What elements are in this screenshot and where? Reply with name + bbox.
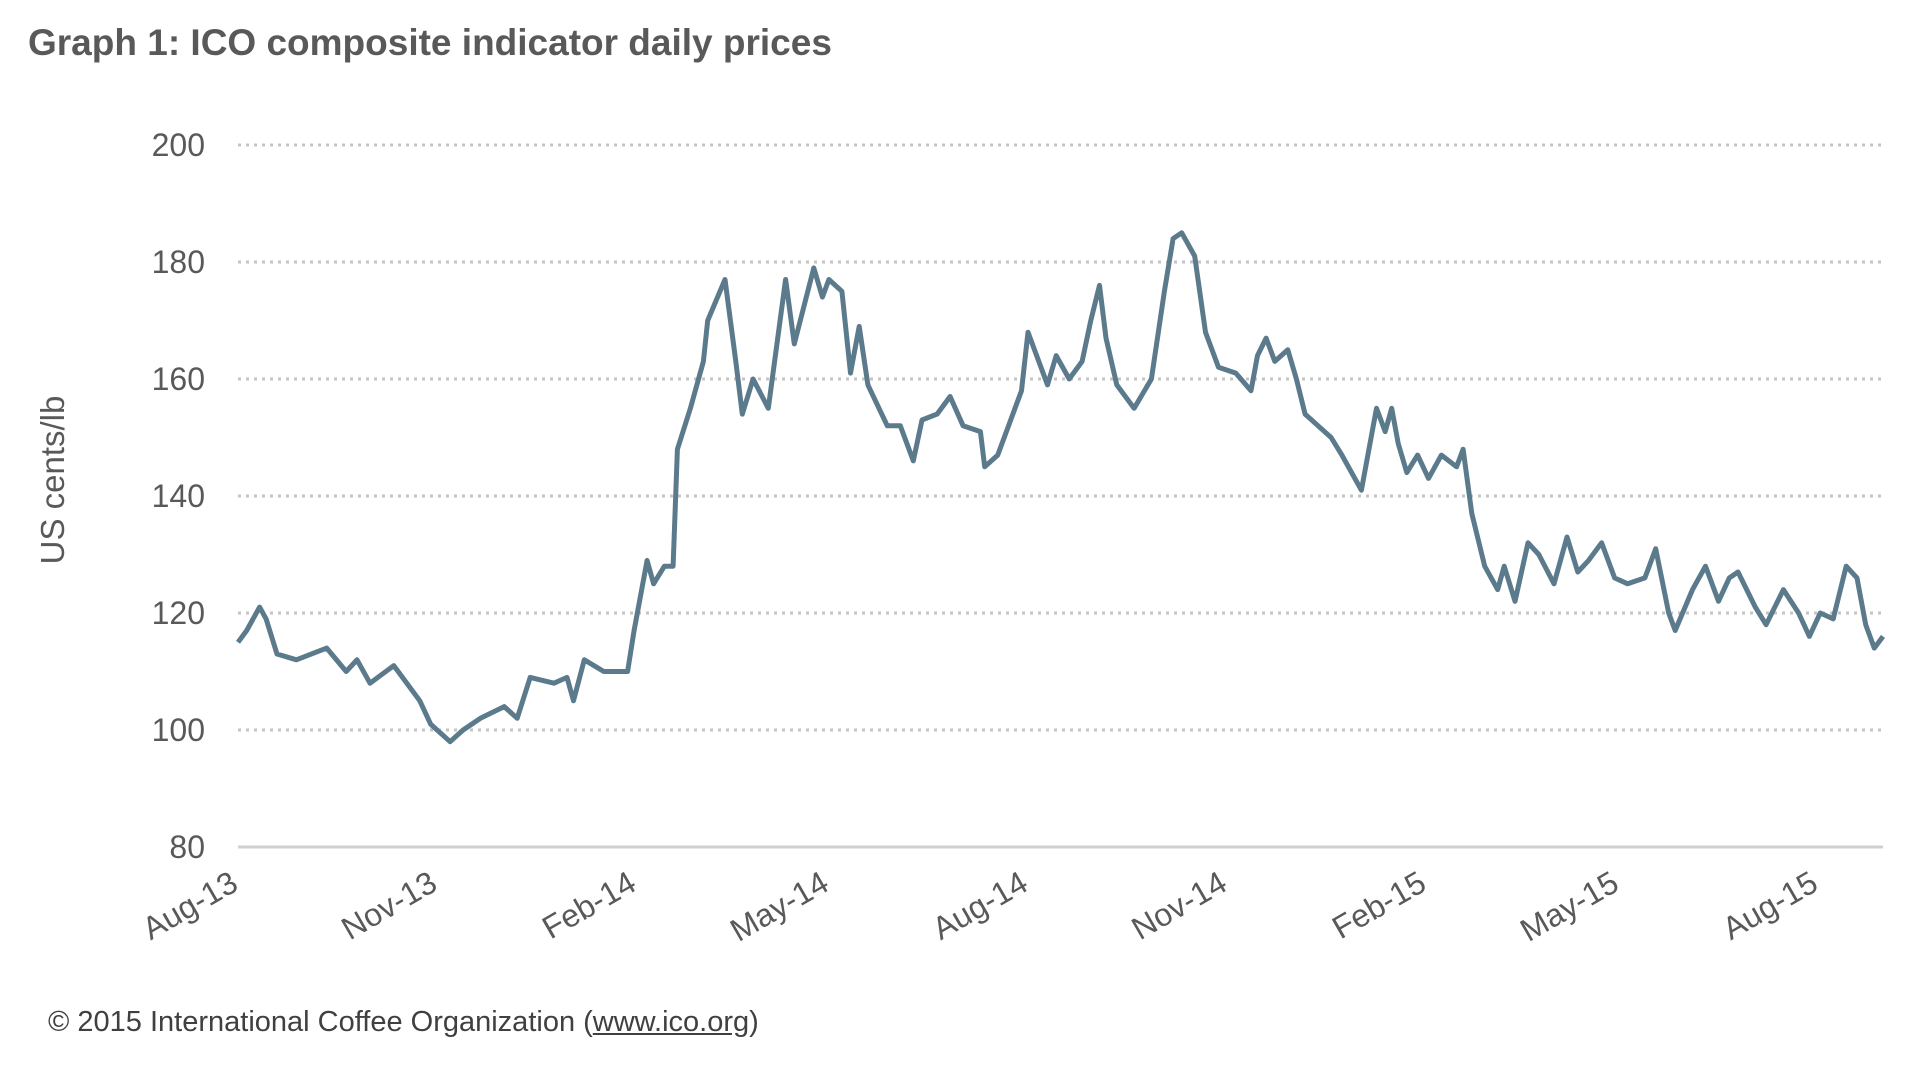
x-tick-label: Feb-14: [536, 864, 642, 946]
series-group: [235, 230, 1886, 745]
x-tick-label: May-15: [1514, 864, 1624, 949]
x-tick-label: May-14: [724, 864, 834, 949]
y-tick-label: 120: [152, 595, 205, 631]
gridlines: [238, 143, 1883, 849]
x-tick-label: Aug-14: [926, 864, 1033, 947]
price-line: [235, 230, 1886, 745]
chart-title: Graph 1: ICO composite indicator daily p…: [28, 22, 832, 63]
x-tick-label: Feb-15: [1326, 864, 1432, 946]
copyright-text: © 2015 International Coffee Organization…: [48, 1006, 593, 1038]
y-tick-label: 100: [152, 712, 205, 748]
copyright-close: ): [749, 1006, 759, 1038]
y-tick-label: 140: [152, 478, 205, 514]
y-axis-label: US cents/lb: [34, 396, 71, 565]
x-tick-label: Aug-13: [136, 864, 243, 947]
y-tick-label: 200: [152, 127, 205, 163]
y-tick-label: 160: [152, 361, 205, 397]
x-tick-labels: Aug-13 Nov-13 Feb-14 May-14 Aug-14 Nov-14 Feb-…: [136, 864, 1823, 949]
x-tick-label: Aug-15: [1716, 864, 1823, 947]
x-tick-label: Nov-14: [1125, 864, 1232, 947]
y-tick-label: 180: [152, 244, 205, 280]
copyright-footer: © 2015 International Coffee Organization…: [48, 1006, 759, 1039]
y-tick-labels: 80 100 120 140 160 180 200: [152, 127, 205, 865]
x-tick-label: Nov-13: [335, 864, 442, 947]
y-tick-label: 80: [169, 829, 205, 865]
ico-website-link[interactable]: www.ico.org: [592, 1006, 750, 1038]
